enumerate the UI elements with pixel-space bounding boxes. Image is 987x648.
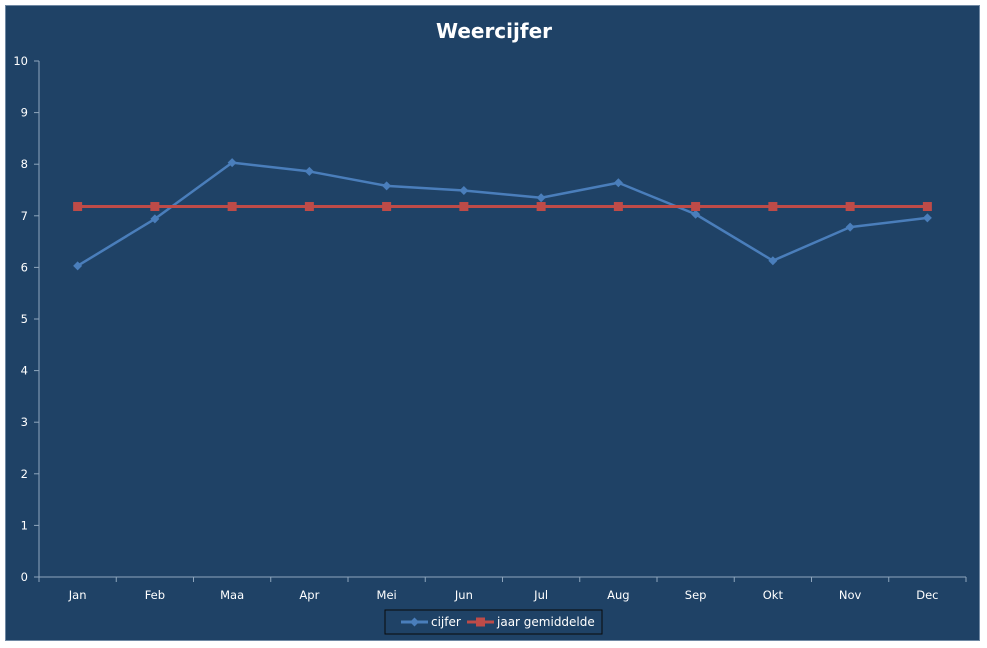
legend-box: [384, 609, 603, 635]
data-point: [304, 166, 314, 176]
data-point: [382, 202, 392, 212]
data-point: [150, 202, 160, 212]
data-point: [691, 202, 701, 212]
data-point: [922, 213, 932, 223]
series-layer: [73, 158, 932, 271]
y-tick-label: 4: [21, 364, 28, 378]
x-tick-label: Sep: [685, 588, 707, 602]
x-tick-label: Jun: [454, 588, 473, 602]
data-point: [536, 202, 546, 212]
data-point: [73, 202, 83, 212]
x-tick-label: Feb: [145, 588, 165, 602]
legend-label: jaar gemiddelde: [496, 615, 595, 629]
data-point: [845, 202, 855, 212]
x-tick-label: Apr: [299, 588, 319, 602]
data-point: [536, 193, 546, 203]
data-point: [768, 202, 778, 212]
y-tick-label: 5: [21, 312, 28, 326]
data-point: [459, 202, 469, 212]
chart-axes: 0 1 2 3 4 5 6 7 8 9 10 Jan Feb Maa Apr Mei Jun Jul Aug Sep O…: [13, 54, 967, 602]
legend-swatch-marker: [476, 617, 485, 627]
legend-swatch-marker: [410, 617, 419, 627]
chart-legend: cijfer jaar gemiddelde: [384, 609, 603, 635]
x-tick-label: Dec: [916, 588, 938, 602]
y-tick-label: 9: [21, 106, 28, 120]
data-point: [613, 202, 623, 212]
x-tick-label: Mei: [377, 588, 397, 602]
data-point: [150, 214, 160, 224]
legend-item: cijfer: [401, 615, 461, 629]
x-tick-label: Aug: [607, 588, 629, 602]
y-tick-label: 0: [21, 570, 28, 584]
data-point: [304, 202, 314, 212]
data-point: [382, 181, 392, 191]
data-point: [613, 178, 623, 188]
legend-item: jaar gemiddelde: [467, 615, 595, 629]
data-point: [227, 202, 237, 212]
y-tick-label: 3: [21, 415, 28, 429]
data-point: [227, 158, 237, 168]
y-tick-label: 8: [21, 157, 28, 171]
y-tick-label: 10: [13, 54, 28, 68]
data-point: [845, 222, 855, 232]
x-tick-label: Jul: [533, 588, 548, 602]
chart-title: Weercijfer: [436, 19, 552, 43]
data-point: [691, 209, 701, 219]
x-tick-label: Okt: [763, 588, 784, 602]
series-line: [76, 161, 928, 267]
y-tick-label: 1: [21, 518, 28, 532]
legend-label: cijfer: [431, 615, 461, 629]
series-cijfer: [73, 158, 932, 271]
data-point: [768, 256, 778, 266]
y-tick-label: 7: [21, 209, 28, 223]
series-jaar-gemiddelde: [73, 202, 932, 212]
x-tick-label: Nov: [839, 588, 862, 602]
y-tick-label: 6: [21, 260, 28, 274]
x-tick-label: Maa: [220, 588, 244, 602]
data-point: [459, 186, 469, 196]
data-point: [922, 202, 932, 212]
y-tick-label: 2: [21, 467, 28, 481]
chart-frame: [5, 5, 980, 641]
data-point: [73, 261, 83, 271]
x-tick-label: Jan: [68, 588, 87, 602]
